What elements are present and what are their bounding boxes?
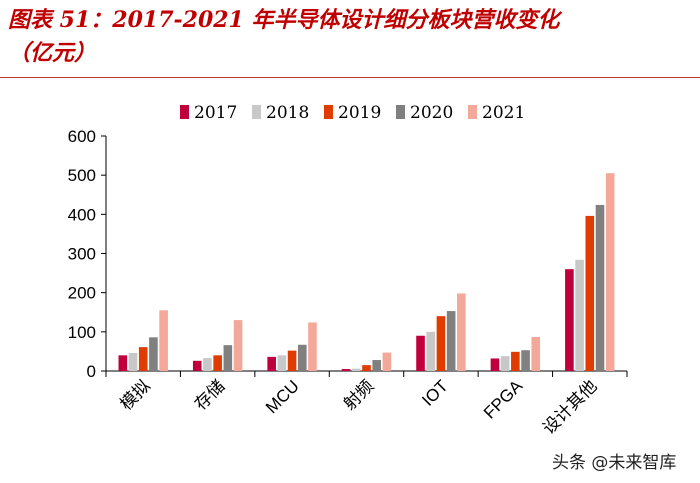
bar (149, 337, 158, 371)
x-tick-label: FPGA (480, 376, 527, 423)
legend-label: 2018 (266, 103, 309, 123)
bar (192, 360, 202, 371)
bar (511, 351, 520, 371)
chart-title-line1: 图表 51：2017-2021 年半导体设计细分板块营收变化 (8, 7, 560, 33)
legend-swatch (180, 105, 189, 119)
bars (118, 173, 615, 371)
y-tick-label: 300 (68, 245, 96, 264)
bar (362, 365, 371, 371)
y-tick-label: 600 (68, 127, 96, 146)
legend-swatch (324, 105, 333, 119)
bar (213, 355, 222, 371)
bar (267, 356, 276, 371)
bar (416, 335, 425, 371)
bar (585, 215, 595, 371)
bar (531, 336, 541, 371)
legend-label: 2021 (482, 103, 525, 123)
legend-swatch (468, 105, 477, 119)
x-axis: 模拟 存储 MCU 射频 IOT FPGA 设计其他 (105, 370, 628, 438)
bar (277, 355, 287, 371)
bar (372, 360, 381, 371)
bar (287, 350, 297, 371)
bar (128, 352, 138, 371)
bar (605, 173, 615, 371)
y-tick-label: 0 (87, 362, 96, 381)
bar (138, 347, 148, 371)
x-tick-label: 射频 (340, 376, 377, 413)
x-tick-label: 设计其他 (539, 376, 601, 438)
x-tick-label: 存储 (191, 376, 228, 413)
y-tick-label: 200 (68, 284, 96, 303)
y-tick-label: 400 (68, 205, 96, 224)
bar (426, 331, 436, 371)
watermark: 头条 @未来智库 (552, 453, 677, 473)
bar (457, 293, 466, 371)
bar (521, 350, 530, 371)
bar (233, 320, 243, 371)
bar (341, 369, 351, 371)
legend-label: 2020 (410, 103, 453, 123)
title-divider (0, 77, 700, 78)
bar (223, 345, 233, 371)
legend-label: 2017 (194, 103, 237, 123)
bar (118, 355, 128, 371)
legend-label: 2019 (338, 103, 381, 123)
y-tick-label: 500 (68, 166, 96, 185)
bar (595, 204, 605, 371)
y-tick-label: 100 (68, 323, 96, 342)
bar (436, 316, 446, 371)
x-tick-label: IOT (418, 376, 451, 409)
legend-swatch (252, 105, 261, 119)
bar (159, 310, 168, 371)
x-tick-label: MCU (262, 376, 303, 417)
bar (446, 311, 456, 371)
bar (352, 368, 361, 371)
legend: 2017 2018 2019 2020 2021 (180, 103, 525, 123)
bar (382, 352, 392, 371)
legend-swatch (396, 105, 405, 119)
bar (500, 356, 510, 371)
bar (297, 344, 307, 371)
y-axis: 0 100 200 300 400 500 600 (68, 127, 107, 381)
chart-title-line2: （亿元） (8, 40, 97, 66)
bar (565, 269, 574, 371)
bar (203, 358, 212, 371)
x-tick-label: 模拟 (117, 376, 154, 413)
bar (308, 322, 317, 371)
bar (490, 358, 500, 371)
chart-title: 图表 51：2017-2021 年半导体设计细分板块营收变化 （亿元） (8, 4, 692, 70)
bar (575, 259, 584, 371)
